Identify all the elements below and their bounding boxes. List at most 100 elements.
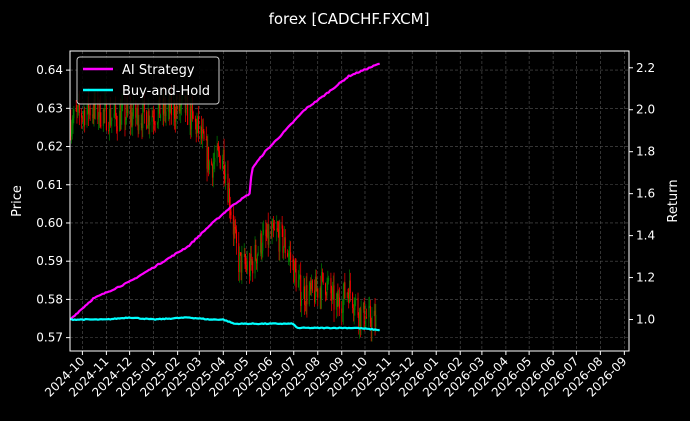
candle-body xyxy=(148,110,150,126)
candle-body xyxy=(359,308,361,327)
candle-body xyxy=(149,121,151,126)
candle-body xyxy=(163,98,165,114)
y-tick-label: 0.63 xyxy=(36,101,63,115)
candle-body xyxy=(93,99,95,119)
candle-body xyxy=(213,161,215,164)
y2-tick-label: 1.6 xyxy=(636,187,655,201)
candle-body xyxy=(141,123,143,129)
candle-body xyxy=(167,105,169,112)
candle-body xyxy=(249,261,251,277)
candle-body xyxy=(137,107,139,131)
candle-body xyxy=(283,246,285,253)
candle-body xyxy=(212,163,214,178)
candle-body xyxy=(119,110,121,132)
candle-body xyxy=(180,106,182,112)
candle-body xyxy=(314,290,316,303)
y-tick-label: 0.57 xyxy=(36,331,63,345)
candle-body xyxy=(260,233,262,254)
candle-body xyxy=(126,104,128,114)
candle-body xyxy=(217,145,219,150)
candle-body xyxy=(170,96,172,116)
candle-body xyxy=(342,312,344,314)
candle-body xyxy=(124,103,126,125)
candle-body xyxy=(310,282,312,290)
candle-body xyxy=(156,122,158,125)
candle-body xyxy=(207,146,209,169)
candle-body xyxy=(189,107,191,125)
candle-body xyxy=(337,293,339,307)
candle-body xyxy=(273,229,275,231)
candle-body xyxy=(240,252,242,273)
candle-body xyxy=(328,278,330,281)
candle-body xyxy=(287,256,289,257)
candle-body xyxy=(309,282,311,291)
candle-body xyxy=(203,131,205,140)
candle-body xyxy=(153,116,155,122)
candle-body xyxy=(239,252,241,273)
candle-body xyxy=(84,110,86,126)
candle-body xyxy=(99,100,101,126)
candle-body xyxy=(105,102,107,131)
candle-body xyxy=(366,317,368,318)
candle-body xyxy=(206,139,208,169)
candle-body xyxy=(94,99,96,110)
y-tick-label: 0.59 xyxy=(36,254,63,268)
candle-body xyxy=(88,96,90,114)
candle-body xyxy=(174,102,176,119)
candle-body xyxy=(249,253,251,277)
candle-body xyxy=(348,293,350,303)
y-axis-label: Price xyxy=(10,185,25,217)
candle-body xyxy=(268,231,270,245)
candle-body xyxy=(358,315,360,327)
candle-body xyxy=(332,285,334,288)
candle-body xyxy=(115,115,117,127)
candle-body xyxy=(246,261,248,271)
candle-body xyxy=(365,317,367,327)
candle-body xyxy=(92,114,94,119)
y-tick-label: 0.61 xyxy=(36,178,63,192)
y-tick-label: 0.60 xyxy=(36,216,63,230)
candle-body xyxy=(86,109,88,126)
candle-body xyxy=(331,293,333,300)
candle-body xyxy=(354,300,356,311)
candle-body xyxy=(320,287,322,300)
y-tick-label: 0.62 xyxy=(36,140,63,154)
candle-body xyxy=(190,107,192,130)
y2-tick-label: 1.4 xyxy=(636,229,655,243)
candle-body xyxy=(288,253,290,257)
candle-body xyxy=(103,109,105,112)
candle-body xyxy=(224,174,226,180)
candle-body xyxy=(225,173,227,180)
candle-body xyxy=(244,254,246,264)
candle-body xyxy=(143,100,145,112)
candle-body xyxy=(289,252,291,254)
candle-body xyxy=(169,99,171,113)
candle-body xyxy=(228,188,230,203)
candle-body xyxy=(266,224,268,238)
candle-body xyxy=(304,304,306,306)
candle-body xyxy=(114,105,116,114)
candle-body xyxy=(104,102,106,112)
candle-body xyxy=(75,109,77,112)
candle-body xyxy=(230,211,232,216)
candle-body xyxy=(132,116,134,126)
candle-body xyxy=(222,149,224,160)
candle-body xyxy=(229,208,231,212)
candle-body xyxy=(205,139,207,140)
candle-body xyxy=(138,124,140,131)
candle-body xyxy=(346,293,348,299)
candle-body xyxy=(233,227,235,235)
candle-body xyxy=(335,300,337,310)
candle-body xyxy=(154,123,156,125)
candle-body xyxy=(115,105,117,116)
y2-tick-label: 2.2 xyxy=(636,61,655,75)
candle-body xyxy=(271,227,273,237)
candle-body xyxy=(76,111,78,112)
candle-body xyxy=(194,118,196,122)
candle-body xyxy=(152,115,154,117)
candle-body xyxy=(142,102,144,129)
candle-body xyxy=(330,278,332,294)
candle-body xyxy=(185,98,187,113)
candle-body xyxy=(375,315,377,327)
candle-body xyxy=(292,259,294,262)
